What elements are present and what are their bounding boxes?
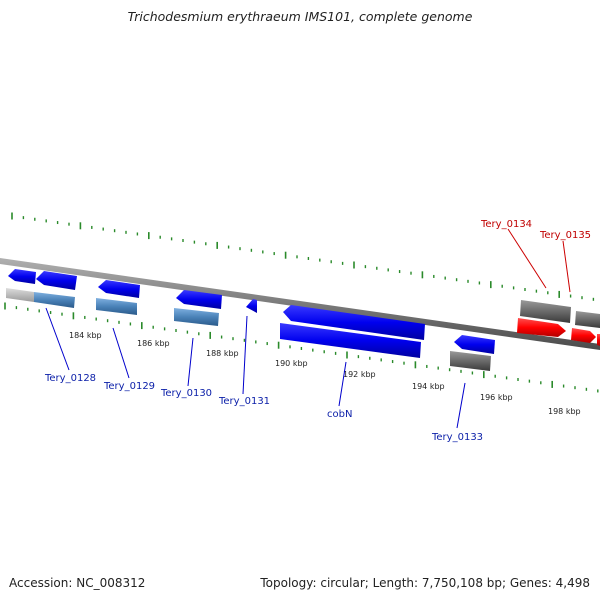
gene-arrow-tery-0131[interactable] — [246, 299, 257, 313]
upper-scale-track — [11, 212, 595, 301]
gene-box-tery-0133-grey — [450, 351, 491, 371]
genome-title: Trichodesmium erythraeum IMS101, complet… — [127, 9, 473, 24]
gene-labels: Tery_0128 Tery_0129 Tery_0130 Tery_0131 … — [44, 219, 591, 443]
gene-arrow-tery-0129[interactable] — [98, 280, 140, 298]
leader-tery-0128 — [45, 307, 70, 371]
leader-tery-0134 — [507, 228, 547, 289]
leader-tery-0131 — [242, 315, 248, 395]
gene-label-leaders — [45, 228, 571, 429]
tick-label-186: 186 kbp — [137, 339, 170, 348]
gene-arrow-tery-0135[interactable] — [571, 328, 596, 343]
gene-label-tery-0128[interactable]: Tery_0128 — [44, 373, 96, 384]
lower-scale-track — [4, 302, 599, 393]
gene-label-tery-0134[interactable]: Tery_0134 — [480, 219, 532, 230]
gene-label-tery-0133[interactable]: Tery_0133 — [431, 432, 483, 443]
tick-label-198: 198 kbp — [548, 407, 581, 416]
genome-summary-text: Topology: circular; Length: 7,750,108 bp… — [260, 576, 590, 590]
gene-arrow-tery-0134[interactable] — [517, 318, 566, 337]
gene-label-cobn[interactable]: cobN — [327, 409, 352, 420]
tick-label-192: 192 kbp — [343, 370, 376, 379]
tick-label-190: 190 kbp — [275, 359, 308, 368]
gene-arrow-extra-red — [597, 334, 600, 346]
gene-arrow-tery-0128a[interactable] — [8, 269, 36, 284]
leader-tery-0129 — [112, 327, 130, 379]
gene-box-tery-0135-grey — [575, 311, 600, 328]
gene-arrow-cobn-lower[interactable] — [280, 323, 421, 358]
gene-label-tery-0129[interactable]: Tery_0129 — [103, 381, 155, 392]
gene-arrow-tery-0128b[interactable] — [36, 271, 77, 290]
leader-tery-0135 — [562, 240, 571, 293]
scale-labels: 184 kbp 186 kbp 188 kbp 190 kbp 192 kbp … — [69, 331, 581, 416]
gene-box-tery-0130-steel — [174, 308, 219, 326]
gene-arrow-tery-0133[interactable] — [454, 335, 495, 354]
leader-tery-0130 — [187, 337, 194, 387]
gene-label-tery-0135[interactable]: Tery_0135 — [539, 230, 591, 241]
gene-arrow-cobn-upper[interactable] — [283, 305, 425, 340]
gene-box-tery-0128-light — [6, 288, 34, 302]
leader-tery-0133 — [456, 382, 466, 429]
gene-box-tery-0129-steel — [96, 298, 137, 315]
gene-box-tery-0134-grey — [520, 300, 571, 323]
gene-arrow-tery-0130[interactable] — [176, 290, 222, 309]
tick-label-184: 184 kbp — [69, 331, 102, 340]
tick-label-196: 196 kbp — [480, 393, 513, 402]
gene-box-tery-0128-steel — [34, 292, 75, 308]
genome-backbone — [0, 258, 600, 350]
gene-label-tery-0131[interactable]: Tery_0131 — [218, 396, 270, 407]
accession-text: Accession: NC_008312 — [9, 576, 146, 590]
gene-label-tery-0130[interactable]: Tery_0130 — [160, 388, 212, 399]
gene-features — [6, 269, 600, 371]
tick-label-188: 188 kbp — [206, 349, 239, 358]
leader-cobn — [338, 361, 347, 407]
tick-label-194: 194 kbp — [412, 382, 445, 391]
